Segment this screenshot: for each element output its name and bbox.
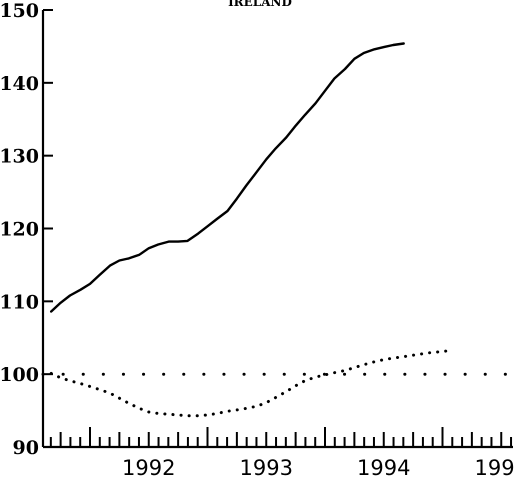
y-tick-label: 100 [0, 364, 39, 386]
x-tick-label: 1995 [475, 456, 516, 480]
y-tick-label: 130 [0, 146, 39, 168]
chart-title: IRELAND [228, 0, 292, 9]
x-tick-label: 1993 [240, 456, 293, 480]
series-line-1 [51, 44, 404, 312]
y-tick-label: 140 [0, 73, 39, 95]
y-tick-label: 120 [0, 219, 39, 241]
x-tick-label: 1992 [122, 456, 175, 480]
axes [43, 10, 513, 447]
series-line-2 [51, 350, 452, 416]
y-tick-label: 90 [13, 437, 39, 459]
y-tick-label: 150 [0, 0, 39, 22]
y-tick-label: 110 [0, 291, 39, 313]
x-tick-label: 1994 [357, 456, 410, 480]
series-layer [43, 44, 513, 416]
